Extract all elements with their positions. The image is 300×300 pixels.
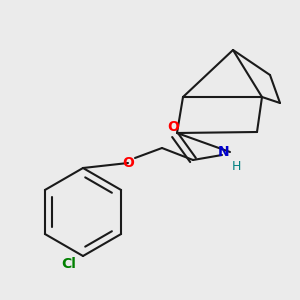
Text: Cl: Cl	[61, 257, 76, 271]
Text: H: H	[231, 160, 241, 173]
Text: O: O	[167, 120, 179, 134]
Text: N: N	[218, 145, 230, 159]
Text: O: O	[122, 156, 134, 170]
